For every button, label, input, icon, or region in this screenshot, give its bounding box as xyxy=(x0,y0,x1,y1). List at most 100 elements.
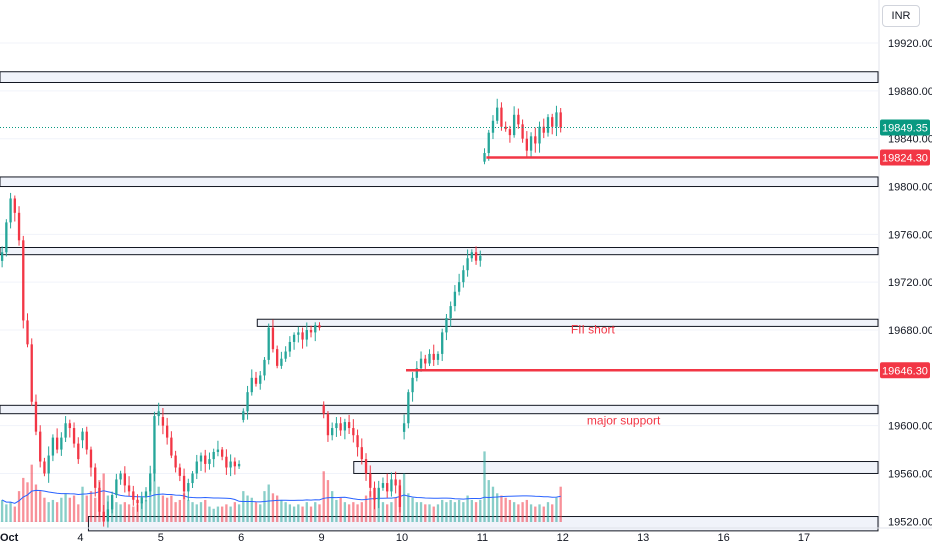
candle-body xyxy=(436,353,440,360)
candle-body xyxy=(250,377,253,393)
volume-bar xyxy=(432,506,435,522)
volume-bar xyxy=(165,497,169,522)
time-axis[interactable]: Oct 4 5 6 9 10 11 12 13 16 17 xyxy=(0,527,932,544)
volume-bar xyxy=(441,499,444,522)
volume-bar xyxy=(424,504,427,522)
volume-bar xyxy=(445,502,448,522)
price-tag-label: 19849.35 xyxy=(882,123,928,135)
volume-bar xyxy=(284,502,287,522)
candle-body xyxy=(305,330,308,340)
volume-bar xyxy=(64,493,67,522)
price-axis[interactable]: 19920.00 19880.00 19840.00 19800.00 19760.00… xyxy=(878,0,932,528)
candle-body xyxy=(326,413,330,436)
volume-bar xyxy=(326,480,330,522)
candle-body xyxy=(301,332,304,340)
candle-body xyxy=(267,327,270,360)
volume-bar xyxy=(483,451,486,522)
candle-body xyxy=(483,153,486,162)
candle-body xyxy=(178,467,182,476)
candle-body xyxy=(462,270,465,283)
candle-body xyxy=(204,455,207,464)
candle-body xyxy=(449,306,452,319)
volume-bar xyxy=(157,486,160,522)
date-tick-label: 13 xyxy=(637,532,649,544)
volume-bar xyxy=(318,504,321,522)
volume-bar xyxy=(343,502,347,522)
candle-body xyxy=(297,332,300,335)
candle-body xyxy=(377,487,380,500)
candle-body xyxy=(339,423,342,431)
candle-body xyxy=(335,423,338,429)
price-tick-label: 19560.00 xyxy=(888,468,932,480)
volume-bar xyxy=(428,504,431,522)
candle-body xyxy=(191,473,194,484)
zone-box xyxy=(0,71,879,83)
volume-bar xyxy=(30,464,33,522)
volume-bar xyxy=(267,484,270,522)
volume-bar xyxy=(394,497,397,522)
candle-body xyxy=(127,485,131,492)
date-tick-label: 16 xyxy=(717,532,729,544)
candle-body xyxy=(352,428,355,436)
candle-body xyxy=(68,423,71,429)
price-tag xyxy=(880,362,930,379)
volume-bar xyxy=(9,502,12,522)
volume-bar xyxy=(512,502,516,522)
volume-bar xyxy=(229,506,232,522)
candle-body xyxy=(55,437,59,450)
candle-body xyxy=(551,117,554,127)
currency-label[interactable]: INR xyxy=(882,5,920,27)
volume-bar xyxy=(525,499,528,522)
volume-bar xyxy=(250,497,253,522)
volume-bar xyxy=(381,502,385,522)
price-tick-label: 19720.00 xyxy=(888,277,932,289)
candle-body xyxy=(216,449,220,452)
horizontal-lines[interactable] xyxy=(406,156,878,372)
zone-box xyxy=(0,247,879,256)
volume-bar xyxy=(369,491,372,522)
volume-bar xyxy=(199,502,203,522)
volume-bar xyxy=(504,497,507,522)
price-tick-label: 19920.00 xyxy=(888,38,932,50)
volume-bar xyxy=(140,502,143,522)
volume-bar xyxy=(174,502,177,522)
candle-body xyxy=(254,377,258,384)
annotation-label: FII short xyxy=(571,323,616,337)
volume-bar xyxy=(322,471,325,522)
candle-body xyxy=(318,325,321,328)
volume-bar xyxy=(187,499,190,522)
volume-bar xyxy=(246,495,249,522)
volume-bar xyxy=(487,480,490,522)
volume-bar xyxy=(77,504,80,522)
candle-body xyxy=(529,136,533,151)
candle-body xyxy=(398,485,402,507)
grid-lines xyxy=(0,42,878,522)
candle-body xyxy=(360,447,363,460)
candle-body xyxy=(149,473,152,492)
price-tag-label: 19824.30 xyxy=(882,152,928,164)
candle-body xyxy=(225,456,228,468)
volume-bar xyxy=(331,491,334,522)
date-tick-label: 4 xyxy=(77,532,83,544)
volume-bar xyxy=(191,502,194,522)
volume-bar xyxy=(402,473,406,522)
candle-body xyxy=(453,291,457,307)
candle-body xyxy=(394,479,397,486)
candle-body xyxy=(140,497,143,504)
volume-bar xyxy=(47,502,50,522)
candle-body xyxy=(525,138,528,151)
volume-bar xyxy=(449,499,452,522)
candle-body xyxy=(94,467,97,488)
candle-body xyxy=(343,422,347,431)
candle-body xyxy=(212,451,215,460)
price-tick-label: 19680.00 xyxy=(888,325,932,337)
candle-body xyxy=(496,107,499,121)
candle-body xyxy=(424,358,427,364)
candles xyxy=(0,98,562,529)
candle-body xyxy=(411,377,414,393)
candle-body xyxy=(369,473,372,488)
date-tick-label: 17 xyxy=(798,532,810,544)
candle-body xyxy=(22,240,25,321)
candle-body xyxy=(208,459,211,464)
